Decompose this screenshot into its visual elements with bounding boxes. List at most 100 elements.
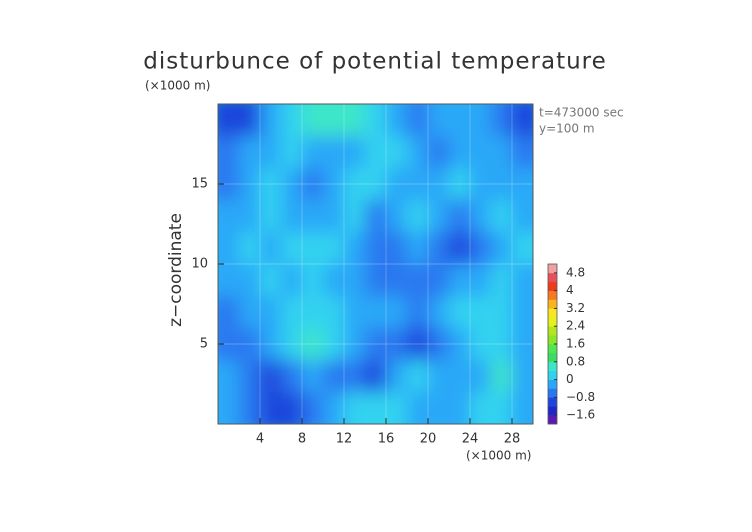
field-cell <box>281 392 303 424</box>
y-tick-label: 10 <box>191 257 208 272</box>
field-cell <box>218 104 240 137</box>
field-cell <box>302 360 324 393</box>
field-cell <box>428 104 450 137</box>
y-tick-label: 5 <box>200 337 208 352</box>
field-cell <box>449 328 471 361</box>
field-cell <box>491 168 513 201</box>
field-cell <box>428 360 450 393</box>
field-cell <box>260 328 282 361</box>
field-cell <box>512 104 533 137</box>
field-cell <box>407 136 429 169</box>
field-cell <box>512 168 533 201</box>
field-cell <box>344 136 366 169</box>
field-cell <box>323 264 345 297</box>
field-cell <box>386 296 408 329</box>
field-cell <box>323 360 345 393</box>
field-cell <box>344 360 366 393</box>
field-cell <box>239 200 261 233</box>
field-cell <box>407 168 429 201</box>
field-cell <box>449 392 471 424</box>
field-cell <box>323 168 345 201</box>
field-cell <box>470 232 492 265</box>
field-cell <box>344 232 366 265</box>
field-cell <box>344 392 366 424</box>
x-tick-label: 24 <box>462 432 479 447</box>
field-cell <box>386 200 408 233</box>
colorbar-band <box>548 352 557 363</box>
colorbar-tick-label: 4.8 <box>566 265 585 279</box>
field-cell <box>386 168 408 201</box>
field-cell <box>218 168 240 201</box>
colorbar-band <box>548 272 557 283</box>
field-cell <box>239 232 261 265</box>
x-tick-label: 12 <box>336 432 353 447</box>
field-cell <box>281 168 303 201</box>
field-cell <box>323 232 345 265</box>
x-tick-label: 16 <box>378 432 395 447</box>
field-cell <box>470 296 492 329</box>
field-cell <box>302 104 324 137</box>
colorbar-band <box>548 344 557 354</box>
field-cell <box>323 392 345 424</box>
field-cell <box>302 328 324 361</box>
field-cell <box>386 136 408 169</box>
field-cell <box>344 200 366 233</box>
field-cell <box>407 264 429 297</box>
field-cell <box>365 296 387 329</box>
field-cell <box>260 136 282 169</box>
field-cell <box>449 232 471 265</box>
colorbar-band <box>548 326 557 336</box>
field-cell <box>428 264 450 297</box>
field-cell <box>407 360 429 393</box>
field-cell <box>386 360 408 393</box>
colorbar-band <box>548 406 557 416</box>
field-cell <box>512 328 533 361</box>
field-cell <box>470 168 492 201</box>
colorbar-band <box>548 308 557 318</box>
field-cell <box>281 328 303 361</box>
field-cell <box>428 200 450 233</box>
field-cell <box>365 168 387 201</box>
field-cell <box>344 104 366 137</box>
field-cell <box>239 136 261 169</box>
field-cell <box>239 104 261 137</box>
colorbar-band <box>548 397 557 407</box>
field-cell <box>302 392 324 424</box>
x-tick-label: 20 <box>420 432 437 447</box>
field-cell <box>365 392 387 424</box>
field-cell <box>260 104 282 137</box>
field-cell <box>470 104 492 137</box>
field-cell <box>281 296 303 329</box>
field-cell <box>491 104 513 137</box>
field-cell <box>449 296 471 329</box>
field-cell <box>260 360 282 393</box>
colorbar-band <box>548 335 557 345</box>
field-cell <box>260 296 282 329</box>
annotation: y=100 m <box>539 122 595 136</box>
field-cell <box>281 360 303 393</box>
field-cell <box>239 360 261 393</box>
field-cell <box>302 200 324 233</box>
field-cell <box>344 168 366 201</box>
colorbar-tick-label: 1.6 <box>566 337 585 351</box>
field-cell <box>470 328 492 361</box>
field-cell <box>239 168 261 201</box>
chart-title: disturbunce of potential temperature <box>143 49 607 75</box>
field-cell <box>260 200 282 233</box>
field-cell <box>365 232 387 265</box>
field-cell <box>218 200 240 233</box>
field-cell <box>302 232 324 265</box>
field-cell <box>281 264 303 297</box>
field-cell <box>491 392 513 424</box>
colorbar-band <box>548 299 557 309</box>
field-cell <box>302 168 324 201</box>
field-cell <box>449 200 471 233</box>
field-cell <box>491 328 513 361</box>
field-cell <box>491 200 513 233</box>
field-cell <box>470 392 492 424</box>
colorbar-band <box>548 388 557 398</box>
field-cell <box>386 392 408 424</box>
field-cell <box>386 104 408 137</box>
x-tick-label: 8 <box>298 432 306 447</box>
